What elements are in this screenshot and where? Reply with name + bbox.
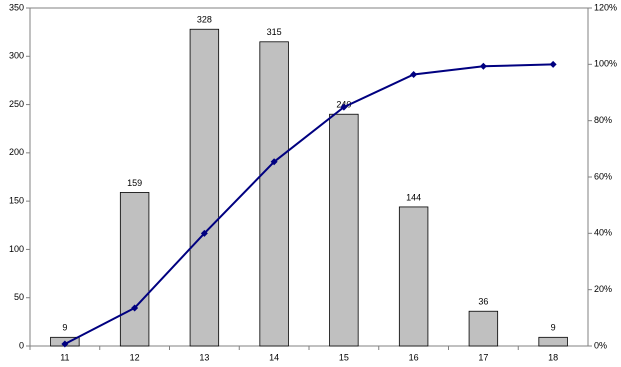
data-label: 36 <box>478 297 488 307</box>
data-label: 328 <box>197 15 212 25</box>
line-marker <box>61 340 69 348</box>
y-tick-label: 50 <box>14 292 24 302</box>
bar <box>398 206 429 347</box>
cumulative-line <box>64 63 554 345</box>
line-marker <box>410 70 418 78</box>
x-tick-label: 11 <box>60 352 69 362</box>
line-marker <box>479 62 487 70</box>
x-tick-label: 16 <box>409 352 419 362</box>
line-marker <box>200 229 208 237</box>
line-marker <box>340 103 348 111</box>
y-tick-label: 250 <box>9 99 24 109</box>
y2-tick-label: 100% <box>594 59 617 69</box>
x-tick-label: 14 <box>269 352 279 362</box>
x-tick-label: 12 <box>130 352 140 362</box>
y-tick-label: 0 <box>19 340 24 350</box>
y-tick-label: 100 <box>9 244 24 254</box>
data-label: 144 <box>406 192 421 202</box>
x-tick-label: 17 <box>478 352 488 362</box>
data-label: 9 <box>62 323 67 333</box>
line-marker <box>131 304 139 312</box>
x-tick-label: 13 <box>199 352 209 362</box>
line-marker <box>270 158 278 166</box>
y-tick-label: 150 <box>9 196 24 206</box>
y-tick-label: 300 <box>9 51 24 61</box>
y2-tick-label: 80% <box>594 115 612 125</box>
data-label: 159 <box>127 178 142 188</box>
bar <box>329 113 359 347</box>
bar <box>119 192 150 347</box>
bar <box>259 41 289 347</box>
y2-tick-label: 20% <box>594 284 612 294</box>
bar <box>538 336 568 347</box>
bar <box>468 310 499 347</box>
y2-tick-label: 0% <box>594 340 607 350</box>
y2-tick-label: 40% <box>594 228 612 238</box>
line-marker <box>549 60 557 68</box>
y2-tick-label: 120% <box>594 2 617 12</box>
data-label: 9 <box>551 323 556 333</box>
bar <box>189 28 220 347</box>
x-tick-label: 15 <box>339 352 349 362</box>
plot-area <box>29 7 589 347</box>
x-tick-label: 18 <box>548 352 558 362</box>
data-label: 315 <box>267 27 282 37</box>
y-tick-label: 200 <box>9 147 24 157</box>
y2-tick-label: 60% <box>594 171 612 181</box>
y-tick-label: 350 <box>9 2 24 12</box>
